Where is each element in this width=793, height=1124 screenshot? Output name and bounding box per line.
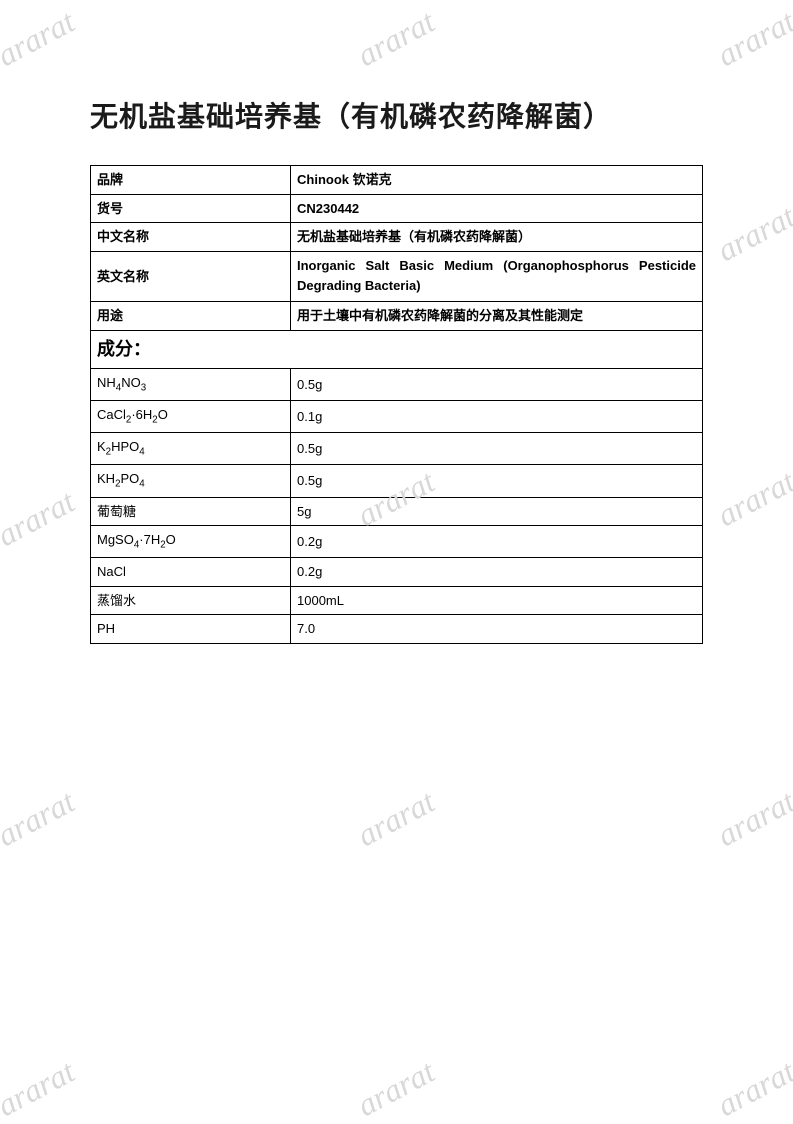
component-row: PH7.0 (91, 615, 703, 644)
section-header: 成分： (91, 330, 703, 368)
component-row: K2HPO40.5g (91, 433, 703, 465)
section-header-row: 成分： (91, 330, 703, 368)
watermark-text: ararat (351, 1053, 441, 1124)
row-label: 用途 (91, 302, 291, 331)
row-value: CN230442 (291, 194, 703, 223)
row-label: 货号 (91, 194, 291, 223)
row-label: 品牌 (91, 166, 291, 195)
component-name: PH (91, 615, 291, 644)
component-name: KH2PO4 (91, 465, 291, 497)
row-value: 无机盐基础培养基（有机磷农药降解菌） (291, 223, 703, 252)
component-amount: 7.0 (291, 615, 703, 644)
component-amount: 1000mL (291, 586, 703, 615)
row-label: 中文名称 (91, 223, 291, 252)
watermark-text: ararat (0, 783, 81, 854)
component-amount: 0.5g (291, 368, 703, 400)
table-row: 中文名称无机盐基础培养基（有机磷农药降解菌） (91, 223, 703, 252)
row-label: 英文名称 (91, 251, 291, 302)
watermark-text: ararat (711, 783, 793, 854)
component-name: 蒸馏水 (91, 586, 291, 615)
component-name: NaCl (91, 558, 291, 587)
component-amount: 0.2g (291, 558, 703, 587)
watermark-text: ararat (0, 1053, 81, 1124)
component-row: CaCl2·6H2O0.1g (91, 401, 703, 433)
component-row: 葡萄糖5g (91, 497, 703, 526)
watermark-text: ararat (711, 1053, 793, 1124)
product-info-table: 品牌Chinook 钦诺克货号CN230442中文名称无机盐基础培养基（有机磷农… (90, 165, 703, 644)
component-row: MgSO4·7H2O0.2g (91, 526, 703, 558)
row-value: Chinook 钦诺克 (291, 166, 703, 195)
component-name: CaCl2·6H2O (91, 401, 291, 433)
component-row: 蒸馏水1000mL (91, 586, 703, 615)
component-row: NH4NO30.5g (91, 368, 703, 400)
component-row: KH2PO40.5g (91, 465, 703, 497)
table-row: 用途用于土壤中有机磷农药降解菌的分离及其性能测定 (91, 302, 703, 331)
component-amount: 5g (291, 497, 703, 526)
component-name: NH4NO3 (91, 368, 291, 400)
component-row: NaCl0.2g (91, 558, 703, 587)
component-amount: 0.2g (291, 526, 703, 558)
component-name: K2HPO4 (91, 433, 291, 465)
component-name: 葡萄糖 (91, 497, 291, 526)
table-row: 货号CN230442 (91, 194, 703, 223)
component-amount: 0.5g (291, 465, 703, 497)
row-value: Inorganic Salt Basic Medium (Organophosp… (291, 251, 703, 302)
watermark-text: ararat (351, 783, 441, 854)
component-amount: 0.1g (291, 401, 703, 433)
row-value: 用于土壤中有机磷农药降解菌的分离及其性能测定 (291, 302, 703, 331)
component-amount: 0.5g (291, 433, 703, 465)
table-row: 英文名称Inorganic Salt Basic Medium (Organop… (91, 251, 703, 302)
component-name: MgSO4·7H2O (91, 526, 291, 558)
document-title: 无机盐基础培养基（有机磷农药降解菌） (90, 90, 703, 143)
table-row: 品牌Chinook 钦诺克 (91, 166, 703, 195)
